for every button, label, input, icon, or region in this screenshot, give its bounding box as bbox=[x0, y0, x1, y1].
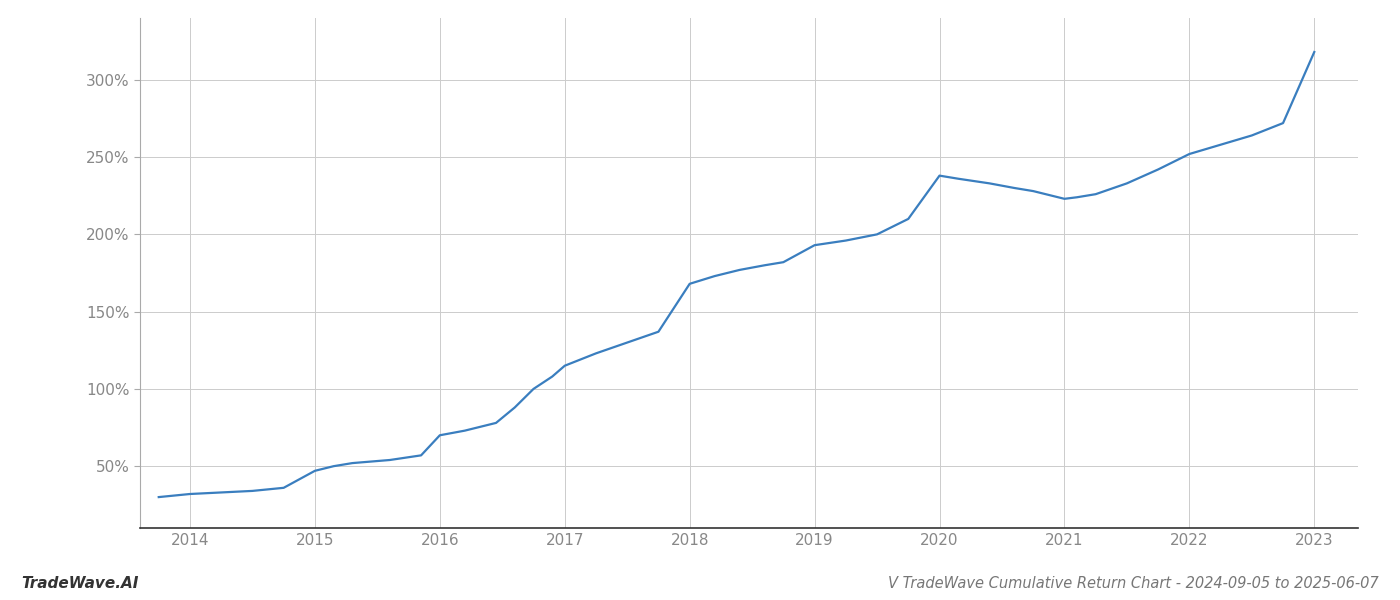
Text: TradeWave.AI: TradeWave.AI bbox=[21, 576, 139, 591]
Text: V TradeWave Cumulative Return Chart - 2024-09-05 to 2025-06-07: V TradeWave Cumulative Return Chart - 20… bbox=[889, 576, 1379, 591]
